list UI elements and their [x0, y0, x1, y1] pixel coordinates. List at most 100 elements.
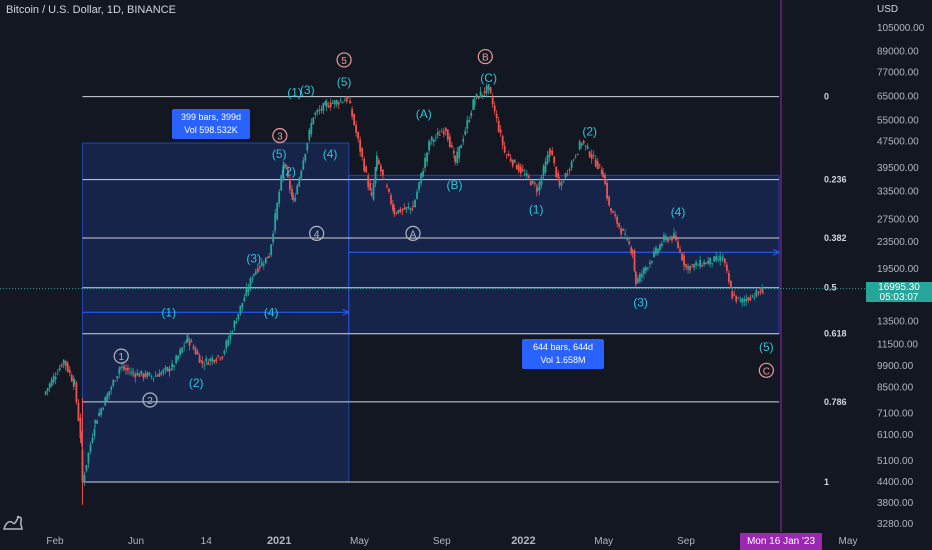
price-axis[interactable]: 105000.00 89000.00 77000.00 65000.00 55000.0…: [0, 23, 925, 530]
candle: [683, 251, 685, 271]
candle: [501, 134, 504, 150]
candle: [628, 237, 631, 246]
wave-label[interactable]: (B): [447, 178, 463, 192]
wave-label[interactable]: (1): [161, 305, 176, 319]
wave-label[interactable]: (4): [264, 305, 279, 319]
candle: [361, 147, 364, 161]
wave-label[interactable]: (1): [287, 85, 302, 99]
candle: [466, 115, 469, 134]
candle: [562, 180, 565, 183]
candle: [312, 117, 315, 125]
candle: [203, 360, 206, 371]
candle: [266, 256, 269, 259]
fib-level-label: 0.786: [824, 397, 847, 407]
candle: [215, 356, 218, 364]
candle: [755, 288, 758, 298]
candle: [401, 208, 404, 216]
wave-label-circle: [336, 52, 352, 68]
symbol-title[interactable]: Bitcoin / U.S. Dollar, 1D, BINANCE: [6, 4, 176, 16]
candle: [254, 268, 257, 276]
candle: [509, 154, 512, 163]
wave-label[interactable]: A: [405, 225, 421, 241]
candle: [416, 189, 418, 200]
wave-label[interactable]: (1): [529, 203, 544, 217]
fib-level-label: 1: [824, 477, 829, 487]
wave-label[interactable]: 4: [309, 225, 325, 241]
candle: [651, 260, 653, 265]
candle: [329, 98, 332, 111]
candle: [505, 153, 508, 160]
candle: [759, 287, 762, 296]
wave-label[interactable]: (3): [246, 251, 261, 265]
wave-label[interactable]: (3): [633, 296, 648, 310]
wave-label[interactable]: (2): [582, 124, 597, 138]
candle: [477, 96, 480, 100]
wave-label[interactable]: (4): [323, 147, 338, 161]
candle: [335, 99, 338, 108]
candle: [751, 294, 754, 299]
candle: [721, 253, 724, 263]
candle: [171, 359, 174, 371]
candle: [156, 373, 159, 377]
wave-label[interactable]: (5): [272, 147, 287, 161]
wave-label[interactable]: (5): [759, 340, 774, 354]
wave-label[interactable]: (2): [189, 376, 204, 390]
candle: [533, 180, 536, 187]
candle: [414, 198, 416, 208]
time-axis[interactable]: Feb Jun 14 2021 May Sep 2022 May Sep May: [46, 535, 857, 547]
candle: [304, 153, 307, 164]
wave-label[interactable]: (2): [281, 165, 296, 179]
candle: [393, 204, 396, 218]
wave-label[interactable]: 5: [336, 52, 352, 68]
candle: [689, 265, 691, 274]
wave-label-text: (3): [633, 296, 648, 310]
price-tick-label: 27500.00: [877, 215, 919, 226]
candle: [243, 293, 246, 302]
candle: [353, 113, 356, 126]
wave-label[interactable]: C: [758, 362, 774, 378]
candle: [578, 139, 581, 151]
wave-label[interactable]: (A): [416, 107, 432, 121]
candle: [551, 147, 554, 156]
candle: [604, 172, 606, 186]
wave-label-text: (2): [281, 165, 296, 179]
tradingview-logo-icon[interactable]: [2, 512, 24, 532]
candle: [397, 209, 400, 215]
candle: [116, 375, 119, 382]
price-tick-label: 3280.00: [877, 519, 914, 530]
price-tick-label: 4400.00: [877, 477, 914, 488]
candle: [54, 372, 57, 385]
price-tick-label: 19500.00: [877, 264, 919, 275]
candle: [409, 207, 412, 215]
candle: [424, 153, 426, 173]
wave-label[interactable]: 3: [272, 128, 288, 144]
candle: [626, 235, 629, 242]
wave-label[interactable]: (4): [671, 205, 686, 219]
candle: [129, 367, 131, 376]
candle: [201, 356, 204, 369]
wave-label[interactable]: (C): [480, 71, 497, 85]
candle: [395, 211, 398, 216]
wave-label[interactable]: 2: [142, 392, 158, 408]
wave-label[interactable]: (3): [300, 83, 315, 97]
candle: [438, 130, 441, 136]
candle: [363, 156, 366, 173]
candle: [582, 139, 585, 146]
candle: [733, 290, 736, 297]
candle: [132, 368, 135, 377]
candle: [519, 163, 522, 177]
candle: [403, 203, 406, 211]
wave-label[interactable]: B: [477, 48, 493, 65]
candle: [91, 433, 94, 445]
wave-label-circle: [477, 48, 493, 65]
candle: [633, 248, 636, 273]
wave-label-text: 1: [118, 352, 124, 363]
time-tick-label: 14: [201, 536, 213, 547]
wave-label[interactable]: (5): [337, 75, 352, 89]
wave-label[interactable]: 1: [113, 348, 129, 364]
candle: [140, 370, 143, 377]
candle: [379, 163, 382, 177]
candle: [426, 152, 428, 167]
candle: [418, 181, 420, 193]
